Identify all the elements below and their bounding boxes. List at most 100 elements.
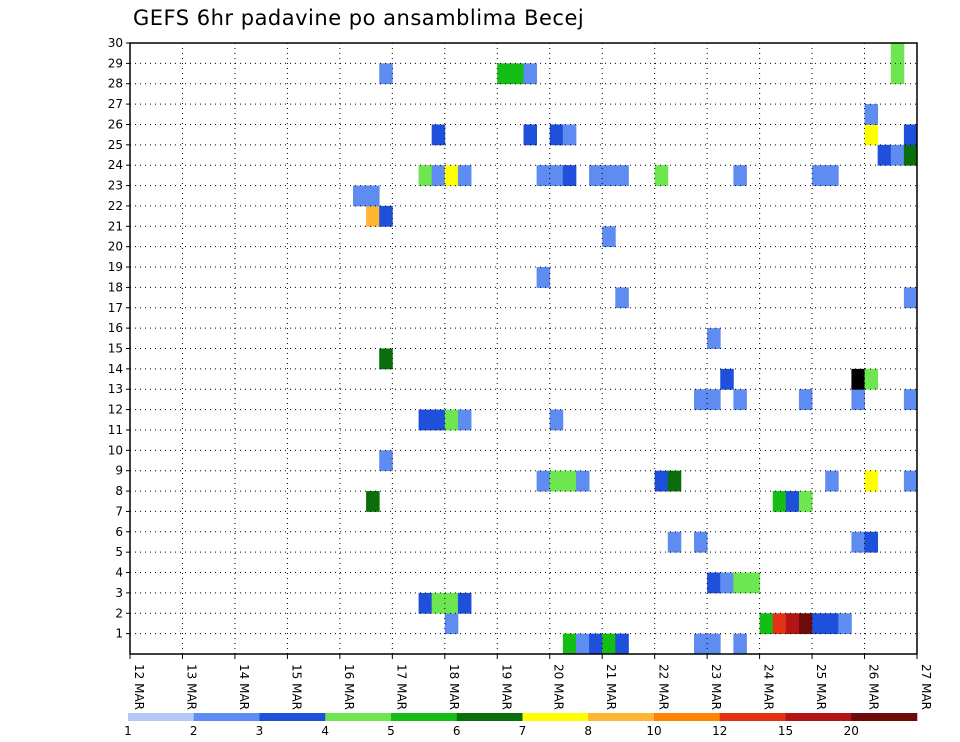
- chart-title: GEFS 6hr padavine po ansamblima Becej: [133, 6, 585, 30]
- heatmap-cell: [562, 470, 577, 492]
- heatmap-cell: [536, 267, 551, 288]
- heatmap-cell: [733, 633, 747, 655]
- heatmap-cell: [825, 470, 839, 492]
- heatmap-cell: [877, 144, 892, 166]
- x-tick-label: 18 MAR: [447, 664, 461, 710]
- y-tick-label: 13: [108, 382, 123, 396]
- x-tick-label: 12 MAR: [132, 664, 146, 710]
- heatmap-cell: [366, 185, 380, 207]
- colorbar-swatch: [391, 713, 458, 721]
- heatmap-cell: [890, 43, 905, 64]
- x-tick-label: 22 MAR: [657, 664, 671, 710]
- x-tick-label: 16 MAR: [342, 664, 356, 710]
- y-tick-label: 23: [108, 179, 123, 193]
- heatmap-cell: [575, 633, 590, 655]
- y-tick-label: 2: [115, 606, 123, 620]
- x-tick-label: 21 MAR: [604, 664, 618, 710]
- heatmap-cell: [798, 613, 813, 635]
- heatmap-cell: [352, 185, 367, 207]
- heatmap-cell: [366, 205, 380, 227]
- y-tick-label: 7: [115, 504, 123, 518]
- y-tick-label: 28: [108, 77, 123, 91]
- x-tick-label: 14 MAR: [237, 664, 251, 710]
- colorbar-label: 12: [712, 724, 727, 738]
- heatmap-cell: [694, 531, 708, 553]
- y-tick-label: 6: [115, 525, 123, 539]
- y-tick-label: 11: [108, 423, 123, 437]
- y-tick-label: 12: [108, 403, 123, 417]
- heatmap-cell: [615, 633, 629, 655]
- colorbar-label: 1: [124, 724, 132, 738]
- heatmap-cell: [654, 165, 669, 186]
- y-tick-label: 29: [108, 56, 123, 70]
- heatmap-cell: [431, 592, 446, 614]
- colorbar-swatch: [588, 713, 655, 721]
- heatmap-cell: [733, 389, 747, 410]
- y-tick-label: 22: [108, 199, 123, 213]
- colorbar-swatch: [259, 713, 326, 721]
- colorbar-label: 6: [453, 724, 461, 738]
- x-tick-label: 17 MAR: [394, 664, 408, 710]
- colorbar-swatch: [785, 713, 852, 721]
- heatmap-cell: [851, 531, 865, 553]
- colorbar-swatch: [719, 713, 786, 721]
- heatmap-cell: [694, 633, 708, 655]
- heatmap-cell: [746, 572, 760, 594]
- colorbar-label: 20: [844, 724, 859, 738]
- heatmap-cell: [903, 124, 918, 146]
- y-tick-label: 19: [108, 260, 123, 274]
- heatmap-cell: [379, 348, 393, 370]
- y-tick-label: 18: [108, 280, 123, 294]
- colorbar-swatch: [325, 713, 392, 721]
- heatmap-cell: [575, 470, 590, 492]
- y-tick-label: 16: [108, 321, 123, 335]
- heatmap-cell: [903, 287, 918, 309]
- heatmap-cell: [431, 165, 446, 186]
- heatmap-cell: [785, 491, 800, 512]
- y-tick-label: 15: [108, 342, 123, 356]
- heatmap-cell: [903, 389, 918, 410]
- heatmap-cell: [720, 572, 734, 594]
- heatmap-cell: [720, 368, 734, 390]
- heatmap-cell: [523, 63, 538, 85]
- heatmap-cell: [851, 389, 865, 410]
- y-tick-label: 24: [108, 158, 123, 172]
- heatmap-cell: [379, 63, 393, 85]
- heatmap-cell: [654, 470, 669, 492]
- y-tick-label: 10: [108, 443, 123, 457]
- heatmap-cell: [562, 633, 577, 655]
- heatmap-cell: [457, 592, 472, 614]
- heatmap-cell: [549, 124, 564, 146]
- y-tick-label: 21: [108, 219, 123, 233]
- heatmap-cell: [497, 63, 511, 85]
- colorbar-swatch: [654, 713, 721, 721]
- heatmap-cell: [772, 613, 787, 635]
- heatmap-cell: [903, 470, 918, 492]
- heatmap-cell: [812, 165, 826, 186]
- colorbar-label: 10: [646, 724, 661, 738]
- heatmap-cell: [602, 633, 616, 655]
- heatmap-cell: [812, 613, 826, 635]
- colorbar-swatch: [522, 713, 589, 721]
- heatmap-cell: [457, 165, 472, 186]
- heatmap-cell: [864, 104, 879, 125]
- x-tick-label: 26 MAR: [867, 664, 881, 710]
- heatmap-cell: [431, 124, 446, 146]
- heatmap-cell: [444, 165, 459, 186]
- heatmap-cell: [510, 63, 524, 85]
- y-tick-label: 27: [108, 97, 123, 111]
- heatmap-cell: [562, 165, 577, 186]
- heatmap-cell: [549, 165, 564, 186]
- heatmap-cell: [707, 389, 721, 410]
- heatmap-cell: [444, 613, 459, 635]
- heatmap-cell: [864, 124, 879, 146]
- heatmap-cell: [549, 409, 564, 431]
- y-tick-label: 8: [115, 484, 123, 498]
- heatmap-cell: [825, 165, 839, 186]
- y-tick-label: 30: [108, 36, 123, 50]
- heatmap-cell: [785, 613, 800, 635]
- heatmap-cell: [864, 368, 879, 390]
- colorbar-swatch: [851, 713, 918, 721]
- heatmap-cell: [667, 470, 682, 492]
- colorbar-label: 8: [584, 724, 592, 738]
